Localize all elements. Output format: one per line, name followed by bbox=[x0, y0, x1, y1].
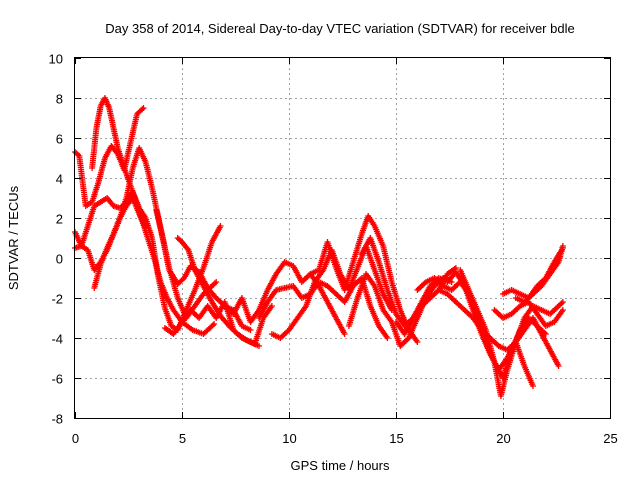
plot-frame bbox=[74, 57, 611, 419]
series-track-i bbox=[221, 259, 348, 337]
grid-lines bbox=[75, 58, 610, 418]
y-tick-label: 0 bbox=[56, 252, 63, 267]
y-tick-label: -4 bbox=[51, 332, 63, 347]
y-tick-label: 10 bbox=[49, 52, 63, 67]
series-track-r bbox=[457, 267, 566, 399]
axis-ticks bbox=[75, 58, 611, 419]
data-point-markers bbox=[435, 287, 562, 369]
x-tick-label: 20 bbox=[496, 431, 510, 446]
x-tick-label: 25 bbox=[603, 431, 617, 446]
x-axis-label: GPS time / hours bbox=[291, 458, 390, 473]
x-tick-label: 15 bbox=[389, 431, 403, 446]
y-tick-label: 2 bbox=[56, 212, 63, 227]
series-track-j bbox=[256, 275, 391, 341]
data-point-markers bbox=[307, 213, 421, 345]
data-points bbox=[72, 95, 566, 399]
y-tick-label: 8 bbox=[56, 92, 63, 107]
y-axis-label: SDTVAR / TECUs bbox=[6, 185, 21, 290]
series-track-s bbox=[491, 299, 566, 329]
y-tick-label: 4 bbox=[56, 172, 63, 187]
data-point-markers bbox=[221, 259, 348, 337]
x-tick-labels: 0 5 10 15 20 25 bbox=[72, 431, 618, 446]
data-point-markers bbox=[512, 243, 566, 305]
data-point-markers bbox=[72, 195, 149, 273]
data-point-markers bbox=[256, 275, 391, 341]
data-point-markers bbox=[457, 267, 566, 399]
series-track-e bbox=[72, 195, 149, 273]
y-tick-label: -6 bbox=[51, 372, 63, 387]
series-track-b bbox=[91, 145, 220, 321]
data-point-markers bbox=[174, 235, 275, 347]
data-point-markers bbox=[91, 145, 220, 321]
series-track-q bbox=[435, 287, 562, 369]
x-tick-label: 0 bbox=[72, 431, 79, 446]
y-tick-label: -8 bbox=[51, 412, 63, 427]
x-tick-label: 10 bbox=[282, 431, 296, 446]
chart-title: Day 358 of 2014, Sidereal Day-to-day VTE… bbox=[105, 21, 574, 36]
y-tick-labels: -8 -6 -4 -2 0 2 4 6 8 10 bbox=[49, 52, 63, 427]
x-tick-label: 5 bbox=[179, 431, 186, 446]
y-tick-label: -2 bbox=[51, 292, 63, 307]
data-point-markers bbox=[491, 299, 566, 329]
y-tick-label: 6 bbox=[56, 132, 63, 147]
series-track-h bbox=[174, 235, 275, 347]
series-track-l bbox=[307, 213, 421, 345]
series-track-u bbox=[512, 243, 566, 305]
